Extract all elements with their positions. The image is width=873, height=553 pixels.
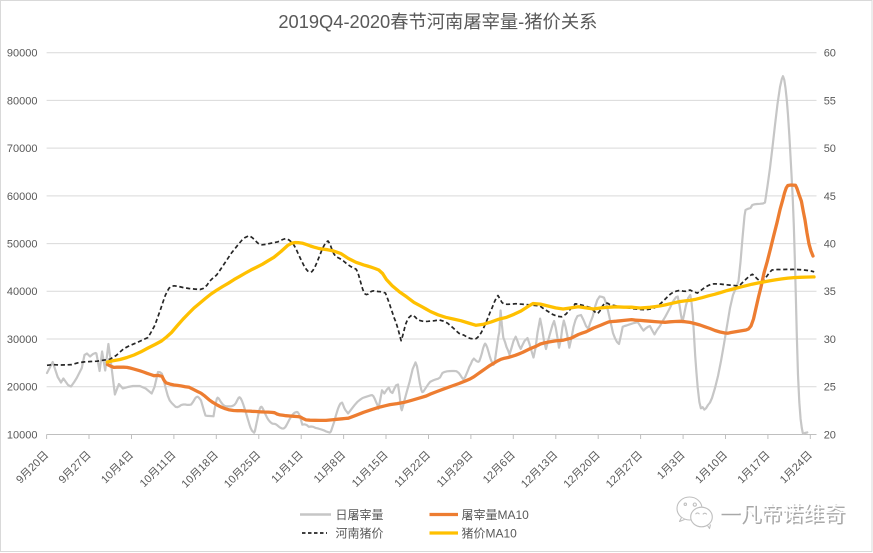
svg-text:10000: 10000 [7,429,38,441]
svg-text:20000: 20000 [7,382,38,394]
svg-text:55: 55 [824,95,836,107]
svg-text:25: 25 [824,382,836,394]
svg-text:60: 60 [824,48,836,60]
svg-text:一凡帝诺维奇: 一凡帝诺维奇 [719,503,845,526]
svg-text:50000: 50000 [7,239,38,251]
svg-text:一凡帝诺维奇: 一凡帝诺维奇 [721,505,847,528]
svg-text:80000: 80000 [7,95,38,107]
svg-text:70000: 70000 [7,143,38,155]
svg-text:30000: 30000 [7,334,38,346]
svg-text:2019Q4-2020春节河南屠宰量-猪价关系: 2019Q4-2020春节河南屠宰量-猪价关系 [278,11,597,32]
svg-text:50: 50 [824,143,836,155]
svg-text:30: 30 [824,334,836,346]
svg-text:猪价MA10: 猪价MA10 [462,526,518,540]
svg-text:90000: 90000 [7,48,38,60]
svg-text:屠宰量MA10: 屠宰量MA10 [462,507,530,522]
svg-text:20: 20 [824,429,836,441]
svg-text:60000: 60000 [7,191,38,203]
svg-text:40: 40 [824,239,836,251]
svg-text:河南猪价: 河南猪价 [336,525,384,540]
svg-text:35: 35 [824,286,836,298]
svg-text:40000: 40000 [7,286,38,298]
svg-text:日屠宰量: 日屠宰量 [336,507,384,522]
svg-text:45: 45 [824,191,836,203]
